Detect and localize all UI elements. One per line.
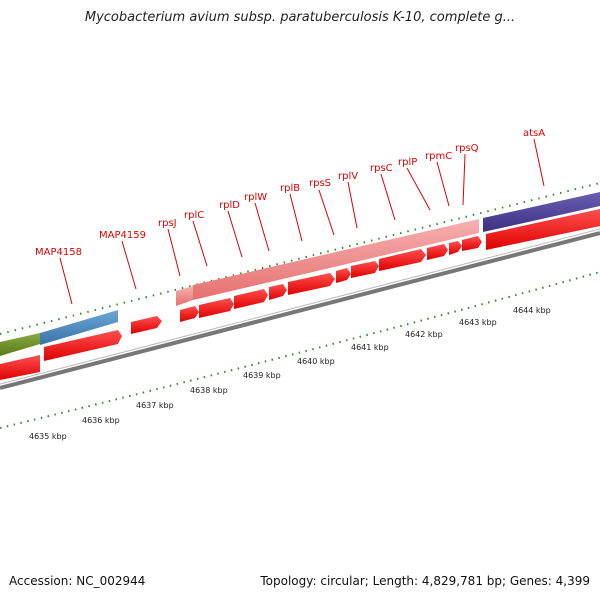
cds-arrow xyxy=(336,268,351,283)
cds-arrow xyxy=(199,298,234,318)
cds-arrow xyxy=(288,273,335,295)
kbp-label-4642: 4642 kbp xyxy=(405,330,443,339)
ribosomal-band xyxy=(193,219,479,300)
gene-label-rplV: rplV xyxy=(338,171,358,182)
gene-label-rplP: rplP xyxy=(398,157,417,168)
green-feature-band xyxy=(0,333,40,356)
kbp-label-4635: 4635 kbp xyxy=(29,432,67,441)
cds-arrow xyxy=(449,241,462,255)
kbp-label-4636: 4636 kbp xyxy=(82,416,120,425)
gene-label-rpsS: rpsS xyxy=(309,178,331,189)
kbp-label-4639: 4639 kbp xyxy=(243,371,281,380)
cds-arrow-row xyxy=(0,209,600,380)
kbp-label-4643: 4643 kbp xyxy=(459,318,497,327)
gene-label-rplD: rplD xyxy=(219,200,240,211)
cds-arrow xyxy=(44,330,122,361)
gene-label-rpmC: rpmC xyxy=(425,151,452,162)
kbp-label-4638: 4638 kbp xyxy=(190,386,228,395)
cds-arrow xyxy=(180,306,199,322)
cds-arrow xyxy=(131,316,162,334)
label-leader-lines xyxy=(59,138,545,305)
backbone-highlight xyxy=(0,228,600,385)
cds-arrow xyxy=(269,284,287,300)
blue-feature-band xyxy=(40,310,118,345)
kbp-label-4637: 4637 kbp xyxy=(136,401,174,410)
gene-label-atsA: atsA xyxy=(523,128,545,139)
topology-summary-text: Topology: circular; Length: 4,829,781 bp… xyxy=(260,574,590,588)
purple-feature-band xyxy=(483,192,600,232)
cds-arrow xyxy=(0,355,40,380)
feature-band-row xyxy=(0,192,600,356)
gene-label-MAP4158: MAP4158 xyxy=(35,247,82,258)
gene-label-rpsC: rpsC xyxy=(370,163,393,174)
cds-arrow xyxy=(351,261,379,278)
cds-arrow xyxy=(462,236,482,251)
kbp-label-4644: 4644 kbp xyxy=(513,306,551,315)
gene-label-MAP4159: MAP4159 xyxy=(99,230,146,241)
cds-arrow xyxy=(234,289,268,309)
accession-text: Accession: NC_002944 xyxy=(9,574,146,588)
cds-arrow xyxy=(486,209,600,250)
gene-label-rplB: rplB xyxy=(280,183,300,194)
lower-tick-ruler xyxy=(0,271,600,429)
kbp-scale-labels: 4635 kbp 4636 kbp 4637 kbp 4638 kbp 4639… xyxy=(29,306,551,441)
cds-arrow xyxy=(379,249,426,271)
rpsJ-band xyxy=(176,286,193,306)
genome-backbone xyxy=(0,231,600,390)
gene-label-rplW: rplW xyxy=(244,192,267,203)
gene-labels: MAP4158 MAP4159 rpsJ rplC rplD rplW rplB… xyxy=(35,128,545,258)
map-title: Mycobacterium avium subsp. paratuberculo… xyxy=(84,10,516,25)
gene-label-rpsQ: rpsQ xyxy=(455,143,479,154)
cds-arrow xyxy=(427,244,448,260)
gene-label-rplC: rplC xyxy=(184,210,204,221)
kbp-label-4640: 4640 kbp xyxy=(297,357,335,366)
gene-label-rpsJ: rpsJ xyxy=(158,218,177,229)
kbp-label-4641: 4641 kbp xyxy=(351,343,389,352)
